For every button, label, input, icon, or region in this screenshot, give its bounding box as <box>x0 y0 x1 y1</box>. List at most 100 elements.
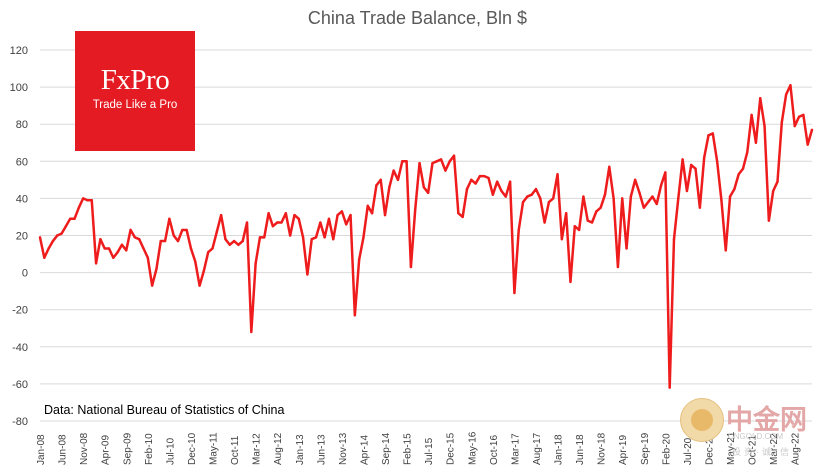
data-point <box>776 180 779 183</box>
data-point <box>797 115 801 118</box>
data-point <box>608 165 611 169</box>
fxpro-logo: FxPro Trade Like a Pro <box>75 31 195 151</box>
data-point <box>694 167 697 170</box>
x-tick-label: Jan-13 <box>295 434 306 465</box>
data-point <box>254 262 257 265</box>
watermark-name: 中金网 <box>726 405 807 436</box>
data-point <box>530 193 533 196</box>
series-layer <box>38 84 814 389</box>
data-point <box>323 236 326 239</box>
data-point <box>495 180 499 183</box>
data-point <box>435 160 438 163</box>
data-point <box>405 160 408 163</box>
data-point <box>478 174 482 178</box>
data-point <box>409 265 413 269</box>
data-point <box>629 195 633 198</box>
x-tick-label: Feb-10 <box>144 433 155 465</box>
data-point <box>77 206 81 209</box>
data-point <box>370 212 374 215</box>
data-point <box>569 280 572 284</box>
data-point <box>68 217 72 221</box>
data-point <box>802 113 805 117</box>
data-point <box>194 260 197 263</box>
data-point <box>590 221 594 224</box>
data-point <box>733 187 736 191</box>
series-line <box>38 84 814 389</box>
data-point <box>293 213 296 217</box>
data-point <box>746 150 749 154</box>
data-point <box>547 200 551 204</box>
data-point <box>690 163 693 167</box>
data-point <box>43 256 46 259</box>
data-point <box>621 197 624 200</box>
data-point <box>215 230 219 233</box>
data-point <box>793 124 796 128</box>
data-point <box>767 219 771 222</box>
data-point <box>181 228 184 232</box>
data-point <box>418 161 421 165</box>
x-tick-label: Apr-14 <box>359 435 370 465</box>
data-point <box>310 238 313 241</box>
data-point <box>263 236 266 239</box>
x-tick-label: Dec-20 <box>704 432 715 465</box>
y-tick-label: 60 <box>16 156 28 168</box>
data-point <box>759 97 762 100</box>
data-point <box>543 221 546 224</box>
data-point <box>539 197 542 200</box>
data-point <box>159 239 162 243</box>
data-point <box>633 178 637 182</box>
data-point <box>271 225 275 228</box>
data-point <box>552 197 555 200</box>
data-point <box>301 236 305 239</box>
y-tick-label: 20 <box>16 231 28 243</box>
data-point <box>754 141 758 144</box>
data-point <box>659 184 663 187</box>
x-tick-label: Oct-21 <box>748 435 759 465</box>
chart-title: China Trade Balance, Bln $ <box>307 8 528 28</box>
data-point <box>556 173 559 176</box>
data-point <box>73 217 76 221</box>
data-point <box>64 225 68 228</box>
data-point <box>784 93 788 96</box>
data-point <box>357 258 361 261</box>
data-point <box>340 210 344 213</box>
data-point <box>638 191 641 195</box>
data-point <box>521 200 525 204</box>
data-point <box>150 284 154 287</box>
logo-name: FxPro <box>100 64 170 96</box>
data-point <box>379 178 382 182</box>
data-point <box>720 199 723 202</box>
data-point <box>728 195 732 198</box>
data-point <box>47 247 50 250</box>
data-point <box>90 199 93 202</box>
data-point <box>237 243 240 246</box>
data-point <box>625 247 628 250</box>
data-point <box>595 210 598 213</box>
data-point <box>99 238 102 241</box>
data-point <box>336 213 339 217</box>
data-point <box>789 84 792 87</box>
data-point <box>508 180 512 183</box>
data-point <box>207 250 210 254</box>
data-point <box>448 160 451 163</box>
data-point <box>517 228 520 232</box>
data-point <box>702 156 706 159</box>
data-point <box>500 189 503 193</box>
data-point <box>612 197 615 200</box>
data-point <box>392 169 395 172</box>
data-point <box>349 213 352 217</box>
data-point <box>224 238 227 241</box>
data-point <box>810 128 814 131</box>
data-point <box>176 239 180 243</box>
data-point <box>763 124 766 128</box>
data-point <box>573 225 576 228</box>
data-point <box>112 256 115 259</box>
data-point <box>681 158 684 161</box>
y-tick-label: 80 <box>16 119 28 131</box>
source-note: Data: National Bureau of Statistics of C… <box>44 403 285 417</box>
data-point <box>202 269 206 272</box>
x-tick-label: May-16 <box>467 431 478 465</box>
x-tick-label: Mar-17 <box>510 433 521 465</box>
x-tick-label: Nov-08 <box>79 432 90 465</box>
data-point <box>771 189 775 193</box>
